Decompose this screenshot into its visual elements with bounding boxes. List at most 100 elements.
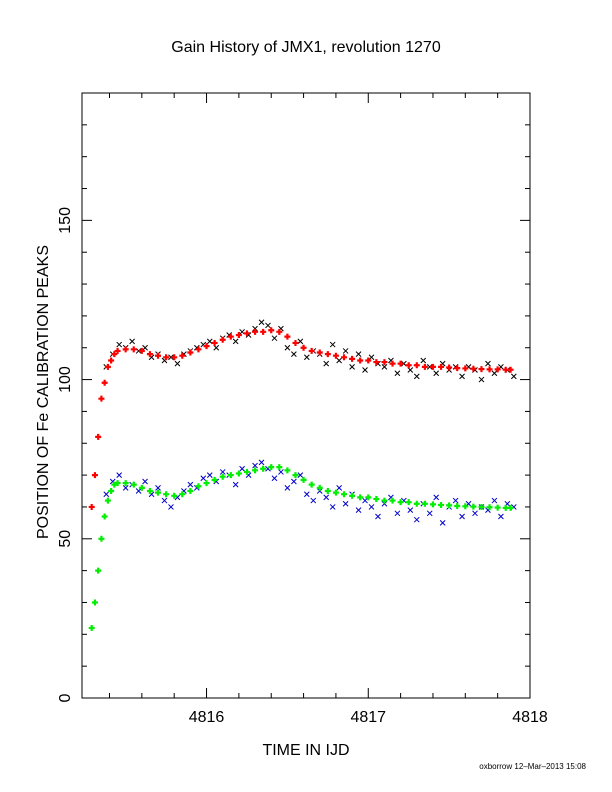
data-point	[478, 376, 485, 383]
data-point	[258, 319, 265, 326]
data-point	[310, 497, 317, 504]
plot-marks	[88, 319, 517, 631]
data-point	[413, 500, 420, 507]
data-point	[114, 347, 121, 354]
data-point	[284, 484, 291, 491]
data-point	[332, 489, 339, 496]
data-point	[373, 495, 380, 502]
data-point	[155, 489, 162, 496]
data-point	[381, 500, 388, 507]
data-point	[405, 499, 412, 506]
data-point	[507, 366, 514, 373]
data-point	[292, 472, 299, 479]
data-point	[142, 344, 148, 351]
data-point	[161, 497, 168, 504]
data-point	[108, 357, 115, 364]
data-point	[308, 481, 315, 488]
data-point	[397, 499, 404, 506]
data-point	[163, 354, 170, 361]
data-point	[389, 497, 396, 504]
data-point	[342, 348, 349, 354]
data-point	[329, 341, 336, 348]
data-point	[232, 481, 239, 488]
data-point	[349, 363, 355, 370]
data-point	[400, 360, 407, 367]
data-point	[421, 363, 428, 370]
y-tick-label: 150	[57, 207, 74, 234]
data-point	[316, 349, 323, 356]
data-point	[507, 504, 514, 511]
data-point	[510, 373, 517, 380]
data-point	[171, 492, 178, 499]
data-point	[98, 395, 105, 402]
data-point	[91, 472, 98, 479]
data-point	[336, 357, 343, 364]
data-point	[95, 567, 102, 574]
data-point	[278, 469, 284, 475]
data-point	[260, 465, 267, 472]
series-2	[88, 327, 514, 510]
data-point	[252, 462, 258, 469]
data-point	[341, 491, 348, 498]
data-point	[95, 433, 102, 440]
data-point	[368, 354, 375, 361]
y-tick-label: 0	[57, 693, 74, 702]
data-point	[265, 322, 271, 329]
x-tick-label: 4818	[512, 709, 548, 726]
data-point	[219, 473, 226, 480]
data-point	[101, 513, 108, 520]
data-point	[271, 335, 278, 342]
data-point	[122, 480, 129, 487]
data-point	[462, 365, 469, 372]
data-point	[200, 475, 207, 482]
data-point	[271, 475, 278, 482]
data-point	[227, 472, 234, 479]
data-point	[163, 491, 170, 498]
data-point	[108, 488, 115, 495]
data-point	[211, 476, 218, 483]
data-point	[355, 351, 362, 357]
data-point	[195, 346, 202, 353]
data-point	[116, 472, 123, 478]
data-point	[452, 497, 459, 504]
data-point	[459, 513, 465, 520]
data-point	[362, 367, 368, 373]
data-point	[122, 484, 129, 491]
data-point	[88, 624, 95, 631]
data-point	[138, 484, 145, 491]
data-point	[426, 363, 433, 370]
data-point	[88, 503, 95, 510]
data-point	[341, 354, 348, 361]
data-point	[239, 465, 245, 472]
data-point	[407, 507, 414, 513]
data-point	[368, 504, 375, 510]
data-point	[381, 363, 388, 370]
data-point	[168, 354, 174, 361]
data-point	[155, 352, 162, 359]
data-point	[494, 504, 501, 511]
data-point	[232, 338, 239, 345]
data-point	[323, 494, 330, 501]
data-point	[407, 367, 414, 373]
data-point	[494, 366, 501, 373]
data-point	[300, 476, 307, 483]
data-point	[104, 363, 111, 370]
data-point	[485, 360, 491, 367]
data-point	[486, 504, 493, 511]
data-point	[292, 339, 299, 346]
data-point	[365, 357, 372, 364]
data-point	[297, 472, 304, 478]
data-point	[394, 370, 401, 377]
data-point	[389, 360, 396, 367]
data-point	[243, 330, 250, 337]
data-point	[235, 332, 242, 338]
data-point	[101, 379, 108, 386]
data-point	[187, 349, 194, 356]
data-point	[276, 328, 283, 335]
data-point	[179, 491, 186, 498]
data-point	[459, 373, 465, 380]
data-point	[324, 488, 331, 495]
data-point	[130, 481, 137, 488]
data-point	[438, 502, 445, 509]
